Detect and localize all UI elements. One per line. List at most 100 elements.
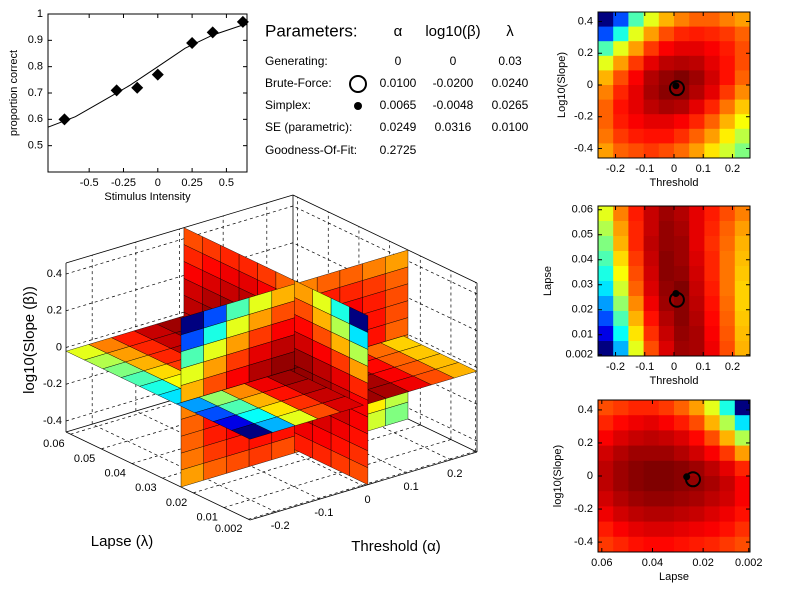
heat-cell bbox=[719, 281, 736, 297]
heat-cell bbox=[719, 296, 736, 312]
heatmap: -0.2 -0.1 0 0.1 0.2 0.002 0.01 0.02 0.03 0.04 0.05… bbox=[542, 204, 751, 387]
column-header: log10(β) bbox=[425, 23, 480, 40]
heat-cell bbox=[719, 41, 736, 57]
row-label: Generating: bbox=[265, 54, 328, 68]
heat-cell bbox=[734, 430, 751, 446]
heat-cell bbox=[658, 476, 675, 492]
heat-cell bbox=[598, 236, 614, 252]
heat-cell bbox=[628, 12, 644, 27]
heat-cell bbox=[598, 26, 614, 42]
heat-cell bbox=[613, 445, 629, 462]
heat-cell bbox=[613, 506, 629, 522]
heat-cell bbox=[628, 445, 644, 462]
heat-cell bbox=[598, 506, 614, 522]
heat-cell bbox=[704, 536, 720, 553]
heat-cell bbox=[719, 445, 736, 462]
heat-cell bbox=[689, 99, 705, 115]
heat-cell bbox=[689, 521, 705, 538]
y-tick-label: 0.8 bbox=[28, 61, 43, 73]
heat-cell bbox=[598, 326, 614, 342]
y-tick-label: -0.4 bbox=[574, 142, 593, 154]
heat-cell bbox=[719, 55, 736, 71]
y-tick-label: 0.02 bbox=[166, 497, 187, 509]
y-tick-label: 0.01 bbox=[572, 329, 593, 341]
heat-cell bbox=[674, 55, 690, 71]
heat-cell bbox=[689, 430, 705, 446]
heat-cell bbox=[689, 266, 705, 282]
heat-cell bbox=[658, 281, 675, 297]
heat-cell bbox=[628, 128, 644, 144]
heat-cell bbox=[613, 521, 629, 538]
cell: 0.0100 bbox=[380, 76, 417, 90]
heat-cell bbox=[643, 460, 660, 477]
heat-cell bbox=[613, 341, 629, 357]
heat-cell bbox=[598, 281, 614, 297]
heat-cell bbox=[613, 326, 629, 342]
row-label: Simplex: bbox=[265, 98, 311, 112]
heat-cell bbox=[719, 128, 736, 144]
heat-cell bbox=[643, 491, 660, 507]
heat-cell bbox=[613, 221, 629, 237]
heat-cell bbox=[643, 311, 660, 327]
heat-cell bbox=[719, 236, 736, 252]
heat-cell bbox=[658, 70, 675, 86]
simplex-marker bbox=[683, 473, 691, 481]
heat-cell bbox=[628, 400, 644, 416]
table-title: Parameters: bbox=[265, 21, 358, 40]
heat-cell bbox=[734, 41, 751, 57]
heat-cell bbox=[734, 221, 751, 237]
y-axis-label: Log10(Slope) bbox=[556, 52, 568, 118]
heat-cell bbox=[704, 55, 720, 71]
z-tick-label: 0.2 bbox=[47, 305, 62, 317]
grid-line bbox=[92, 423, 277, 513]
heat-cell bbox=[658, 55, 675, 71]
heat-cell bbox=[598, 400, 614, 416]
x-tick-label: -0.2 bbox=[271, 520, 290, 532]
heat-cell bbox=[643, 251, 660, 267]
heat-cell bbox=[674, 26, 690, 42]
heat-cell bbox=[643, 521, 660, 538]
heat-cell bbox=[674, 99, 690, 115]
axis-box-edge bbox=[292, 194, 478, 284]
heat-cell bbox=[658, 506, 675, 522]
heat-cell bbox=[689, 143, 705, 159]
heat-cell bbox=[613, 400, 629, 416]
heat-cell bbox=[674, 445, 690, 462]
heat-cell bbox=[658, 341, 675, 357]
surface-cell bbox=[385, 401, 409, 427]
heat-cell bbox=[658, 415, 675, 431]
heat-cell bbox=[704, 26, 720, 42]
heat-cell bbox=[734, 266, 751, 282]
x-tick-label: 0.1 bbox=[404, 481, 419, 493]
heat-cell bbox=[643, 206, 660, 222]
heat-cell bbox=[704, 415, 720, 431]
heat-cell bbox=[704, 311, 720, 327]
heat-cell bbox=[674, 415, 690, 431]
heat-cell bbox=[689, 85, 705, 100]
heat-cell bbox=[643, 506, 660, 522]
heat-cell bbox=[704, 221, 720, 237]
heat-cell bbox=[704, 128, 720, 144]
heat-cell bbox=[643, 236, 660, 252]
x-tick-label: -0.25 bbox=[111, 177, 136, 189]
heat-cell bbox=[658, 99, 675, 115]
heat-cell bbox=[658, 221, 675, 237]
heat-cell bbox=[674, 506, 690, 522]
heat-cell bbox=[658, 400, 675, 416]
heat-cell bbox=[613, 415, 629, 431]
heat-cell bbox=[643, 476, 660, 492]
x-tick-label: 0 bbox=[155, 177, 161, 189]
heat-cell bbox=[734, 114, 751, 130]
heat-cell bbox=[643, 99, 660, 115]
y-tick-label: 0.03 bbox=[135, 482, 156, 494]
heat-cell bbox=[719, 266, 736, 282]
heat-cell bbox=[689, 491, 705, 507]
surface-cell bbox=[321, 396, 365, 413]
heat-cell bbox=[704, 326, 720, 342]
y-tick-label: 0.06 bbox=[572, 204, 593, 216]
heat-cell bbox=[628, 326, 644, 342]
heat-cell bbox=[674, 521, 690, 538]
y-tick-label: -0.4 bbox=[574, 536, 593, 548]
column-header: λ bbox=[506, 23, 514, 40]
y-axis-label: Lapse (λ) bbox=[91, 533, 154, 550]
